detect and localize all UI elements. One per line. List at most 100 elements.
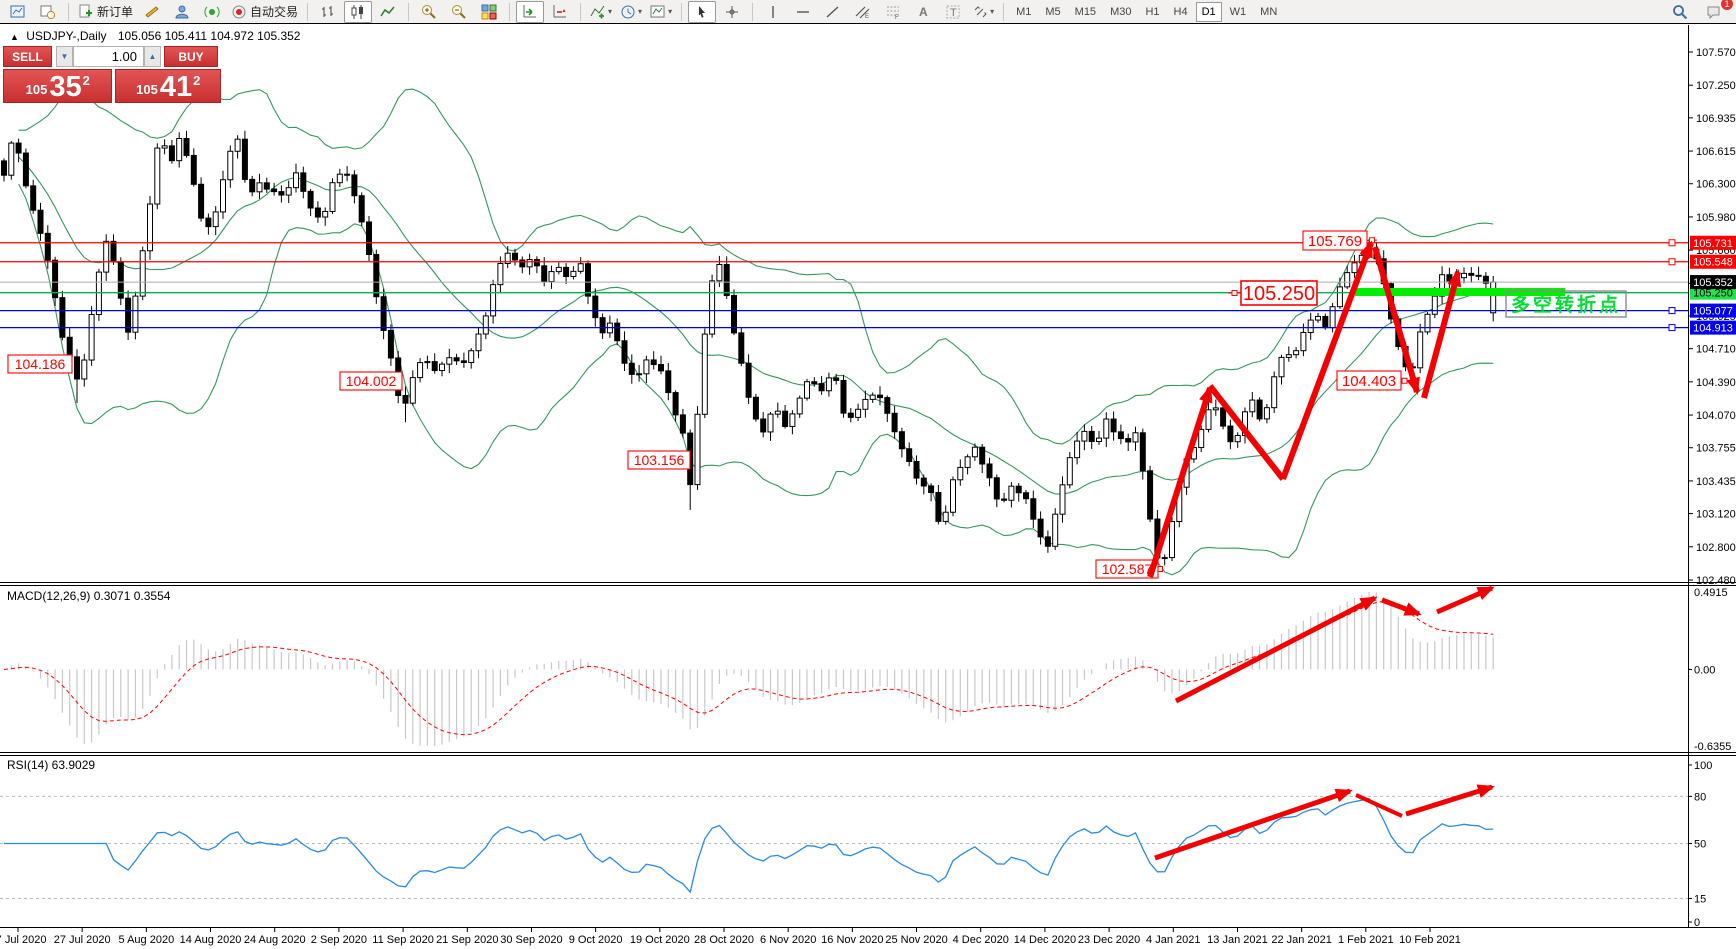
tile-windows-icon[interactable] [475, 1, 503, 23]
svg-text:104.070: 104.070 [1696, 410, 1736, 422]
vertical-line-icon[interactable] [759, 1, 787, 23]
sell-price-quote[interactable]: 105 35 2 [3, 69, 113, 103]
periods-icon[interactable]: ▾ [617, 1, 645, 23]
rsi-trend-arrow [1355, 793, 1403, 818]
text-icon: A [919, 5, 928, 19]
svg-text:104.403: 104.403 [1342, 373, 1396, 390]
profiles-icon[interactable] [34, 1, 62, 23]
notifications-button[interactable]: 1 [1700, 0, 1733, 23]
svg-text:0.00: 0.00 [1694, 664, 1715, 676]
chevron-down-icon: ▾ [638, 7, 643, 16]
timeframe-button-m5[interactable]: M5 [1045, 5, 1061, 18]
timeframe-button-m15[interactable]: M15 [1074, 5, 1097, 18]
channel-icon[interactable]: E [849, 1, 877, 23]
templates-icon [650, 5, 665, 17]
bar-chart-icon[interactable] [314, 1, 342, 23]
toolbar-separator [681, 2, 683, 21]
toolbar: 新订单 自动交易 ▾ ▾ ▾ E F A T ▾ M1 M5 M15 M30 H1 H4 D1 W1 MN 1 [0, 0, 1736, 24]
zoom-out-icon[interactable] [445, 1, 473, 23]
chart-window-icon[interactable] [4, 1, 32, 23]
chevron-down-icon: ▾ [668, 7, 673, 16]
chart-shift-icon[interactable] [546, 1, 574, 23]
timeframe-button-h4[interactable]: H4 [1173, 5, 1188, 18]
svg-text:13 Jan 2021: 13 Jan 2021 [1207, 934, 1268, 946]
crosshair-icon [726, 5, 739, 18]
svg-text:105.769: 105.769 [1308, 233, 1362, 250]
label-icon[interactable]: T [939, 1, 967, 23]
one-click-trading-panel: SELL ▼ 1.00 ▲ BUY 105 35 2 105 41 2 [3, 46, 221, 103]
search-button[interactable] [1666, 1, 1694, 23]
horizontal-lines[interactable] [0, 239, 1688, 332]
toolbar-separator [1003, 2, 1005, 21]
volume-decrease-button[interactable]: ▼ [56, 46, 73, 67]
experts-icon[interactable] [168, 1, 196, 23]
svg-text:25 Nov 2020: 25 Nov 2020 [885, 934, 947, 946]
toolbar-separator [307, 2, 309, 21]
profiles-icon [40, 5, 56, 19]
cursor-icon[interactable] [688, 0, 717, 23]
timeframe-button-w1[interactable]: W1 [1229, 5, 1247, 18]
buy-button[interactable]: BUY [164, 46, 218, 67]
rsi-trend-arrow [1154, 788, 1353, 861]
toolbar-separator [752, 2, 754, 21]
bar-chart-icon [322, 5, 334, 17]
svg-text:4 Dec 2020: 4 Dec 2020 [953, 934, 1009, 946]
arrows-icon[interactable]: ▾ [969, 1, 997, 23]
svg-text:-0.6355: -0.6355 [1694, 741, 1731, 753]
timeframe-button-m1[interactable]: M1 [1016, 5, 1032, 18]
buy-price-quote[interactable]: 105 41 2 [115, 69, 221, 103]
ohlc-values: 105.056 105.411 104.972 105.352 [117, 29, 301, 43]
bollinger-bands [18, 87, 1494, 576]
signals-icon[interactable] [198, 1, 226, 23]
line-chart-icon[interactable] [374, 1, 402, 23]
candlestick-chart-icon[interactable] [344, 0, 373, 23]
new-order-button[interactable]: 新订单 [75, 1, 136, 23]
buy-price-prefix: 105 [136, 82, 158, 97]
svg-text:103.435: 103.435 [1696, 476, 1736, 488]
chart-shift-icon [553, 4, 567, 17]
timeframe-button-h1[interactable]: H1 [1145, 5, 1160, 18]
trend-arrows[interactable] [1147, 240, 1495, 861]
autotrading-button[interactable]: 自动交易 [228, 1, 301, 23]
crosshair-icon[interactable] [718, 1, 746, 23]
zoom-in-icon[interactable] [415, 1, 443, 23]
sell-button[interactable]: SELL [3, 46, 52, 67]
highlight-bar[interactable] [1355, 288, 1565, 296]
timeframe-button-d1[interactable]: D1 [1195, 1, 1222, 22]
trendline-icon[interactable] [819, 1, 847, 23]
svg-text:100: 100 [1694, 760, 1712, 772]
new-order-button [79, 4, 92, 17]
svg-text:28 Oct 2020: 28 Oct 2020 [694, 934, 754, 946]
price-annotation-labels[interactable]: 105.769 105.250 104.403 104.186 104.002 103.1… [7, 230, 1409, 579]
svg-text:14 Dec 2020: 14 Dec 2020 [1014, 934, 1076, 946]
templates-icon[interactable]: ▾ [647, 1, 675, 23]
text-icon[interactable]: A [909, 1, 937, 23]
metaeditor-icon[interactable] [138, 1, 166, 23]
chevron-down-icon: ▾ [608, 7, 613, 16]
cursor-icon [699, 5, 706, 18]
svg-text:5 Aug 2020: 5 Aug 2020 [119, 934, 175, 946]
svg-text:1 Feb 2021: 1 Feb 2021 [1338, 934, 1394, 946]
timeframe-button-mn[interactable]: MN [1260, 5, 1278, 18]
svg-text:106.300: 106.300 [1696, 179, 1736, 191]
svg-text:105.077: 105.077 [1693, 306, 1733, 318]
svg-text:4 Jan 2021: 4 Jan 2021 [1146, 934, 1200, 946]
indicators-icon[interactable]: ▾ [587, 1, 615, 23]
price-axis-badges: 105.731 105.548 105.250 105.077 104.913 105.3… [1690, 235, 1736, 335]
search-icon [1673, 4, 1688, 19]
note-label[interactable]: 多空转折点 [1505, 290, 1627, 318]
horizontal-line-icon[interactable] [789, 1, 817, 23]
collapse-triangle-icon[interactable]: ▲ [10, 32, 19, 42]
channel-icon: E [855, 6, 870, 20]
volume-input[interactable]: 1.00 [73, 46, 144, 67]
svg-text:104.390: 104.390 [1696, 377, 1736, 389]
fibonacci-icon[interactable]: F [879, 1, 907, 23]
volume-increase-button[interactable]: ▲ [144, 46, 161, 67]
svg-text:104.710: 104.710 [1696, 344, 1736, 356]
timeframe-button-m30[interactable]: M30 [1110, 5, 1132, 18]
auto-scroll-icon[interactable] [516, 0, 545, 23]
zoom-out-icon [452, 4, 466, 19]
toolbar-separator [580, 2, 582, 21]
main-trend-arrow [1147, 385, 1213, 578]
